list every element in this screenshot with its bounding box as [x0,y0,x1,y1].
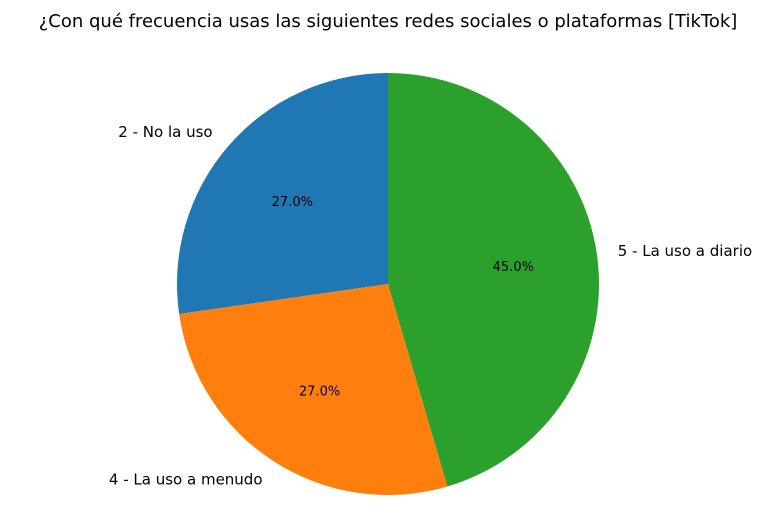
pie-category-label-3: 5 - La uso a diario [618,242,752,260]
pie-slice-1 [176,73,388,315]
pie-slice-2 [179,284,448,495]
pie-pct-label-3: 45.0% [493,260,534,275]
pie-pct-label-1: 27.0% [272,195,313,210]
pie-labels: 27.0% 2 - No la uso 27.0% 4 - La uso a menu… [109,123,752,488]
pie-slice-3 [388,73,599,487]
chart-title: ¿Con qué frecuencia usas las siguientes … [39,11,738,32]
pie-slices [176,73,599,495]
pie-category-label-2: 4 - La uso a menudo [109,470,263,488]
pie-category-label-1: 2 - No la uso [118,123,212,141]
pie-pct-label-2: 27.0% [299,385,340,400]
